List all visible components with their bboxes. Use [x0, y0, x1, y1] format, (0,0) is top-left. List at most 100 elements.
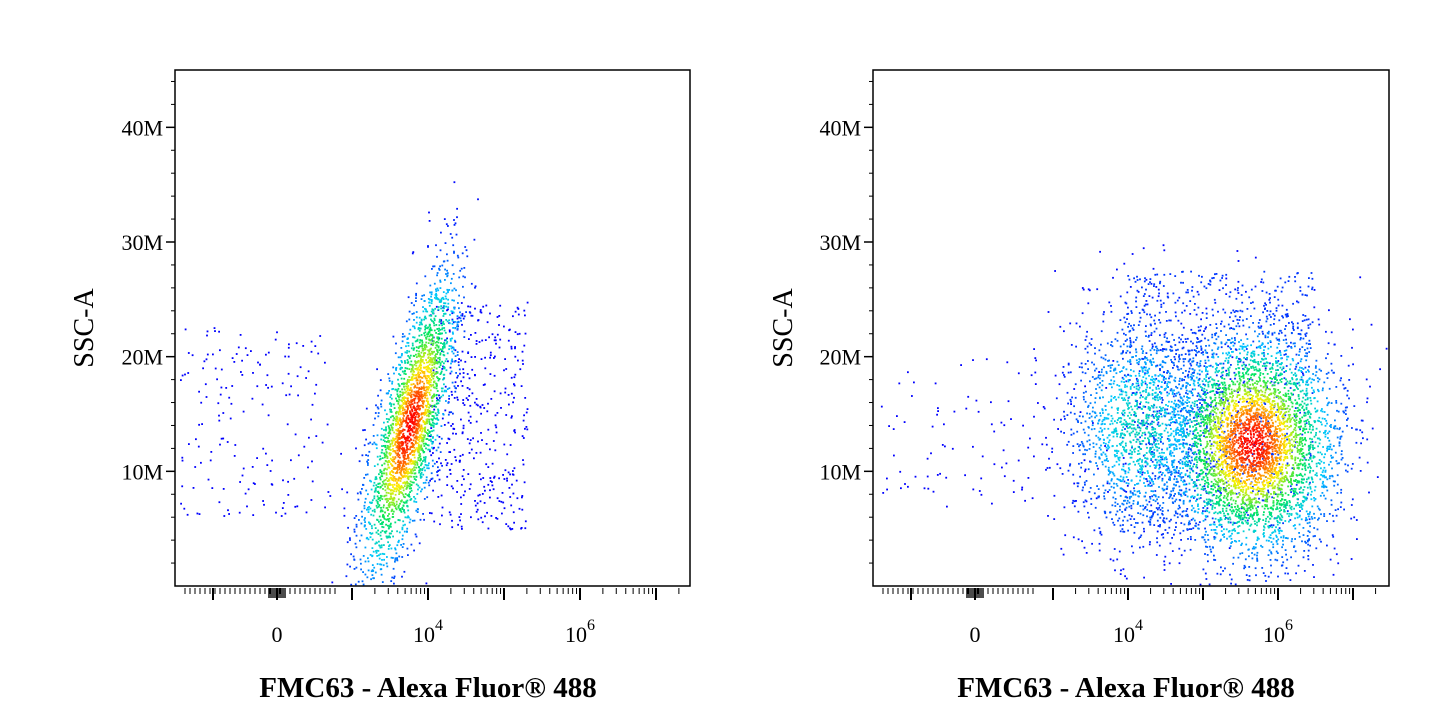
scatter-point — [1130, 363, 1132, 365]
scatter-point — [1262, 282, 1264, 284]
scatter-point — [1201, 334, 1203, 336]
scatter-point — [303, 446, 305, 448]
scatter-point — [417, 384, 419, 386]
scatter-point — [1063, 416, 1065, 418]
scatter-point — [1369, 386, 1371, 388]
scatter-point — [363, 484, 365, 486]
scatter-point — [428, 351, 430, 353]
scatter-point — [1306, 319, 1308, 321]
scatter-point — [373, 551, 375, 553]
scatter-point — [1367, 462, 1369, 464]
scatter-point — [450, 514, 452, 516]
scatter-point — [396, 557, 398, 559]
scatter-point — [450, 473, 452, 475]
scatter-point — [1237, 287, 1239, 289]
scatter-point — [403, 378, 405, 380]
scatter-point — [1168, 320, 1170, 322]
scatter-point — [422, 460, 424, 462]
scatter-point — [475, 332, 477, 334]
scatter-point — [445, 296, 447, 298]
scatter-point — [227, 441, 229, 443]
scatter-point — [426, 375, 428, 377]
scatter-point — [1236, 349, 1238, 351]
scatter-point — [1131, 515, 1133, 517]
scatter-point — [428, 482, 430, 484]
scatter-point — [413, 400, 415, 402]
scatter-point — [1139, 321, 1141, 323]
scatter-point — [390, 449, 392, 451]
scatter-point — [463, 376, 465, 378]
scatter-point — [1097, 468, 1099, 470]
scatter-point — [460, 317, 462, 319]
scatter-point — [990, 401, 992, 403]
scatter-point — [367, 493, 369, 495]
scatter-point — [1150, 504, 1152, 506]
scatter-point — [1161, 402, 1163, 404]
scatter-point — [1132, 552, 1134, 554]
scatter-point — [431, 430, 433, 432]
scatter-point — [275, 512, 277, 514]
scatter-point — [1051, 451, 1053, 453]
scatter-point — [1154, 478, 1156, 480]
scatter-point — [378, 492, 380, 494]
scatter-point — [1126, 303, 1128, 305]
scatter-point — [415, 510, 417, 512]
scatter-point — [439, 324, 441, 326]
scatter-point — [433, 322, 435, 324]
scatter-point — [504, 478, 506, 480]
scatter-point — [390, 474, 392, 476]
scatter-point — [394, 484, 396, 486]
scatter-point — [395, 462, 397, 464]
scatter-point — [1160, 349, 1162, 351]
scatter-point — [450, 338, 452, 340]
scatter-point — [1091, 338, 1093, 340]
scatter-point — [1057, 463, 1059, 465]
scatter-point — [311, 341, 313, 343]
scatter-point — [1278, 305, 1280, 307]
scatter-point — [1225, 293, 1227, 295]
scatter-point — [503, 444, 505, 446]
scatter-point — [1186, 429, 1188, 431]
scatter-point — [401, 469, 403, 471]
scatter-point — [451, 348, 453, 350]
scatter-point — [449, 314, 451, 316]
scatter-point — [358, 519, 360, 521]
scatter-point — [448, 395, 450, 397]
scatter-point — [391, 398, 393, 400]
scatter-point — [416, 322, 418, 324]
scatter-point — [1196, 337, 1198, 339]
scatter-point — [415, 293, 417, 295]
scatter-point — [1212, 315, 1214, 317]
scatter-point — [1056, 397, 1058, 399]
scatter-point — [1130, 325, 1132, 327]
scatter-point — [482, 477, 484, 479]
scatter-point — [1131, 507, 1133, 509]
scatter-point — [356, 567, 358, 569]
scatter-point — [1100, 344, 1102, 346]
scatter-point — [452, 327, 454, 329]
scatter-point — [477, 509, 479, 511]
scatter-point — [443, 291, 445, 293]
scatter-point — [390, 409, 392, 411]
scatter-point — [520, 528, 522, 530]
scatter-point — [497, 412, 499, 414]
scatter-point — [387, 438, 389, 440]
scatter-point — [1230, 364, 1232, 366]
scatter-point — [484, 357, 486, 359]
scatter-point — [409, 368, 411, 370]
scatter-point — [1230, 522, 1232, 524]
scatter-point — [415, 365, 417, 367]
scatter-point — [1113, 560, 1115, 562]
scatter-point — [1164, 556, 1166, 558]
scatter-point — [1146, 426, 1148, 428]
scatter-point — [452, 244, 454, 246]
scatter-point — [254, 483, 256, 485]
scatter-point — [1204, 399, 1206, 401]
scatter-point — [434, 330, 436, 332]
scatter-point — [474, 308, 476, 310]
scatter-point — [1285, 353, 1287, 355]
scatter-point — [1127, 307, 1129, 309]
scatter-point — [523, 420, 525, 422]
scatter-point — [425, 456, 427, 458]
scatter-point — [421, 400, 423, 402]
